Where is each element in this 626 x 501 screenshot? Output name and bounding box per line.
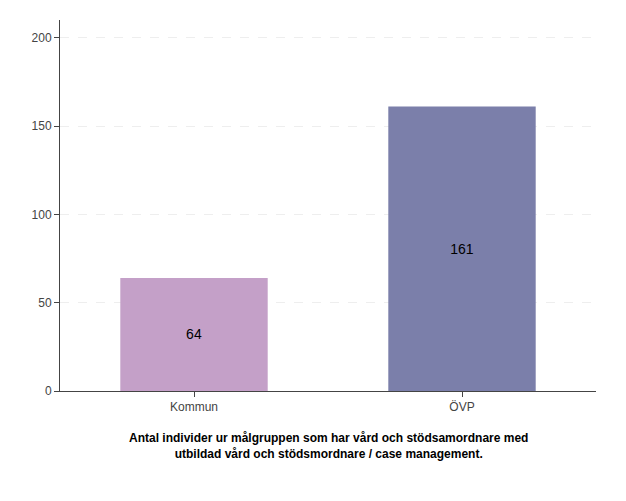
svg-text:0: 0 [45, 384, 52, 398]
svg-text:50: 50 [38, 296, 52, 310]
svg-text:ÖVP: ÖVP [449, 400, 474, 414]
svg-text:161: 161 [450, 241, 474, 257]
svg-text:Antal individer ur målgruppen: Antal individer ur målgruppen som har vå… [129, 431, 528, 461]
svg-text:100: 100 [32, 208, 52, 222]
svg-text:64: 64 [186, 326, 202, 342]
svg-text:200: 200 [32, 31, 52, 45]
svg-text:Kommun: Kommun [170, 400, 218, 414]
svg-text:150: 150 [32, 119, 52, 133]
